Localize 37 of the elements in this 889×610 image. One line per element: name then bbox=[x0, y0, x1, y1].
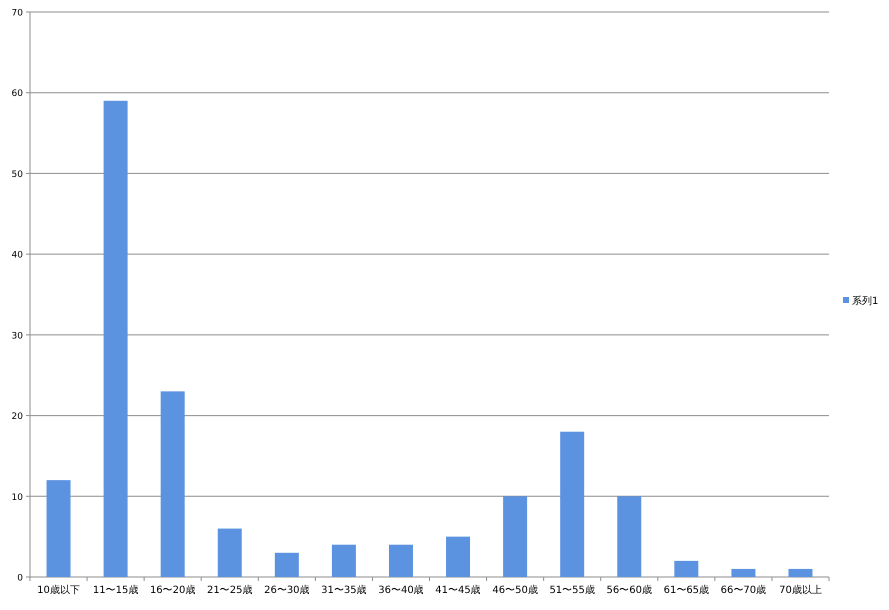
x-tick-label: 46〜50歳 bbox=[492, 584, 538, 596]
y-tick-label: 50 bbox=[12, 170, 24, 180]
x-tick-label: 56〜60歳 bbox=[606, 584, 652, 596]
y-tick-label: 40 bbox=[12, 250, 24, 261]
y-tick-label: 10 bbox=[12, 492, 24, 503]
legend-label: 系列1 bbox=[852, 295, 878, 307]
bar bbox=[731, 568, 756, 577]
x-tick-label: 11〜15歳 bbox=[92, 584, 138, 596]
y-tick-label: 0 bbox=[17, 574, 24, 584]
bar bbox=[788, 568, 812, 577]
bar bbox=[218, 528, 242, 577]
bar bbox=[617, 496, 642, 577]
bar bbox=[332, 544, 356, 577]
y-tick-label: 70 bbox=[12, 8, 24, 18]
x-tick-label: 26〜30歳 bbox=[264, 584, 310, 596]
bar bbox=[446, 536, 470, 577]
x-tick-label: 51〜55歳 bbox=[549, 584, 595, 596]
x-tick-label: 41〜45歳 bbox=[435, 584, 481, 596]
bar bbox=[160, 391, 185, 577]
x-tick-label: 21〜25歳 bbox=[207, 584, 252, 596]
x-tick-label: 70歳以上 bbox=[779, 584, 822, 596]
bar bbox=[274, 552, 299, 577]
x-tick-label: 10歳以下 bbox=[37, 584, 80, 596]
bar bbox=[503, 496, 528, 577]
y-tick-label: 30 bbox=[12, 331, 24, 342]
bar bbox=[104, 100, 128, 577]
x-tick-label: 16〜20歳 bbox=[150, 584, 196, 596]
y-tick-label: 20 bbox=[12, 412, 24, 422]
x-tick-label: 61〜65歳 bbox=[664, 584, 710, 596]
bar bbox=[388, 544, 413, 577]
bar bbox=[560, 432, 584, 577]
bar bbox=[46, 480, 71, 577]
y-tick-label: 60 bbox=[12, 89, 24, 100]
x-tick-label: 31〜35歳 bbox=[321, 584, 367, 596]
x-tick-label: 66〜70歳 bbox=[720, 584, 766, 596]
bar bbox=[674, 560, 698, 577]
x-tick-label: 36〜40歳 bbox=[378, 584, 424, 596]
